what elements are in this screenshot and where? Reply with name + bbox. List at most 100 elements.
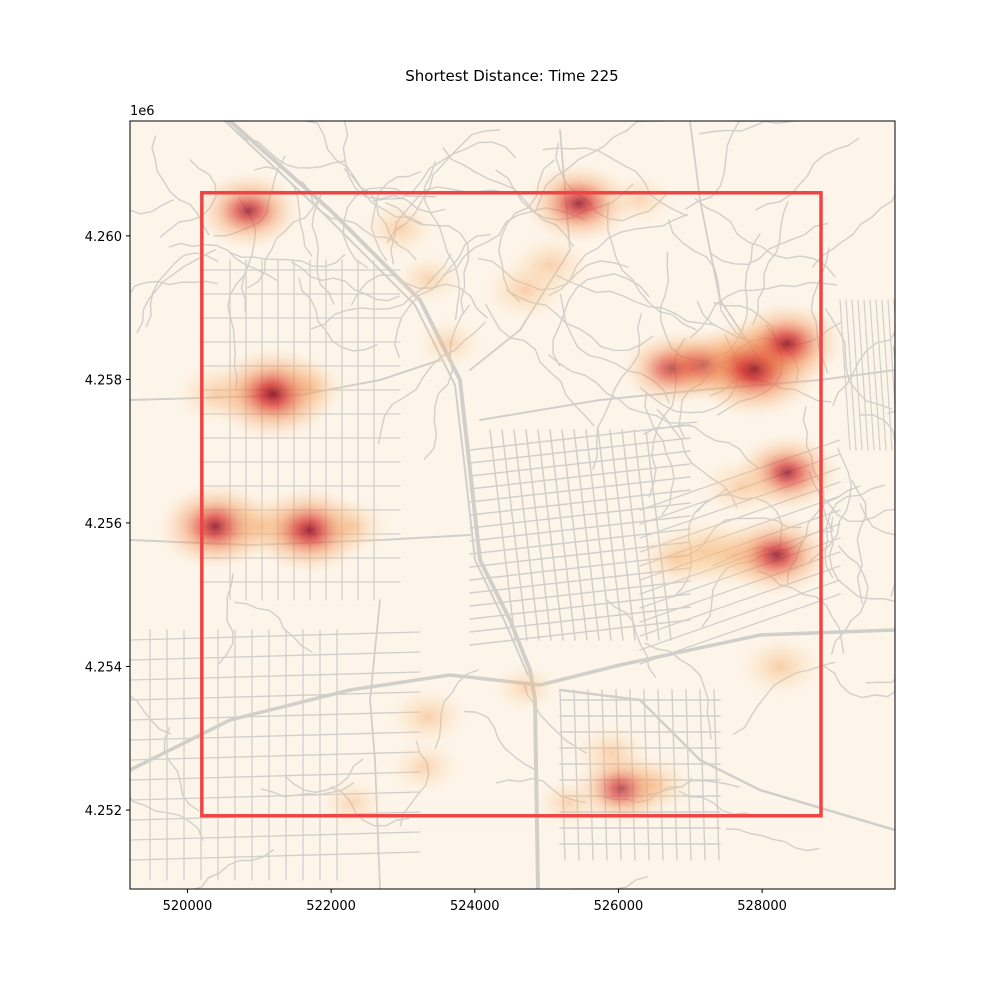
street: [469, 580, 691, 607]
heat-spot: [318, 777, 388, 829]
heat-spot: [634, 527, 718, 590]
axes-frame: [129, 120, 896, 890]
x-tick-label: 528000: [737, 899, 787, 914]
y-tick-label: 4.254: [85, 660, 122, 675]
street: [869, 299, 881, 451]
street: [130, 671, 421, 681]
local-road: [218, 573, 234, 665]
heat-spot: [729, 300, 846, 387]
street: [633, 429, 660, 641]
street: [585, 429, 612, 641]
hillside-road: [694, 198, 836, 278]
street: [130, 831, 421, 841]
analysis-boundary: [200, 191, 823, 818]
hillside-road: [644, 642, 712, 740]
street: [469, 515, 691, 542]
street: [130, 631, 421, 641]
heat-spot: [532, 776, 604, 830]
street: [489, 429, 516, 641]
hillside-road: [754, 137, 860, 211]
street: [839, 299, 851, 451]
hillside-road: [168, 242, 279, 282]
hillside-road: [851, 479, 867, 605]
heat-spot: [736, 633, 824, 699]
local-road: [234, 601, 313, 653]
heat-spot: [359, 199, 440, 259]
hillside-road: [423, 160, 461, 321]
y-offset-label: 1e6: [130, 104, 155, 119]
street: [469, 606, 691, 633]
heat-spot: [604, 173, 676, 227]
y-tick-label: 4.252: [85, 804, 122, 819]
street: [130, 751, 421, 761]
street: [525, 429, 552, 641]
hillside-road: [311, 190, 335, 305]
arterial-road: [369, 599, 381, 889]
heat-spot: [698, 456, 783, 519]
hillside-road: [689, 281, 838, 339]
street: [469, 619, 691, 646]
street: [469, 502, 691, 529]
street: [469, 463, 691, 490]
hillside-road: [372, 141, 516, 202]
street: [881, 299, 893, 451]
hillside-road: [290, 261, 400, 302]
hillside-road: [822, 665, 895, 699]
local-road: [193, 849, 274, 889]
local-road: [130, 675, 172, 735]
local-road: [163, 726, 200, 812]
x-tick-label: 522000: [306, 899, 356, 914]
hillside-road: [485, 304, 595, 427]
highway-road: [224, 121, 529, 676]
heat-layer: [156, 162, 846, 830]
hillside-road: [230, 252, 346, 268]
hillside-road: [145, 252, 219, 328]
x-tick-label: 520000: [163, 899, 213, 914]
y-axis: 4.252 4.254 4.256 4.258 4.260: [85, 230, 130, 819]
heat-spot: [386, 738, 463, 795]
street: [699, 689, 706, 861]
hillside-road: [685, 121, 792, 210]
hillside-road: [859, 414, 895, 509]
hillside-road: [136, 249, 216, 334]
street: [549, 429, 576, 641]
heat-spot: [612, 753, 697, 816]
street: [639, 593, 841, 665]
heat-spot: [194, 170, 303, 251]
heat-spot: [522, 162, 635, 246]
street: [130, 851, 421, 861]
y-tick-label: 4.256: [85, 517, 122, 532]
hillside-road: [236, 130, 346, 169]
hillside-road: [831, 545, 869, 655]
hillside-road: [865, 629, 895, 684]
heat-spot: [720, 513, 833, 597]
street: [609, 429, 636, 641]
x-tick-label: 524000: [450, 899, 500, 914]
street: [713, 689, 720, 861]
street: [875, 299, 887, 451]
highway-road: [558, 688, 895, 832]
y-tick-label: 4.258: [85, 373, 122, 388]
hillside-road: [859, 503, 895, 597]
hillside-road: [828, 516, 895, 602]
hillside-road: [130, 172, 174, 215]
heat-spot: [392, 252, 464, 306]
heat-spot: [508, 233, 593, 296]
local-road: [463, 710, 535, 770]
street: [887, 299, 895, 415]
street: [469, 593, 691, 620]
hillside-road: [644, 393, 675, 515]
hillside-road: [556, 275, 716, 326]
heat-spot: [413, 317, 486, 371]
heat-spot: [386, 685, 470, 748]
street: [130, 651, 421, 661]
street: [559, 689, 566, 861]
y-tick-label: 4.260: [85, 230, 122, 245]
street: [130, 771, 421, 781]
x-tick-label: 526000: [594, 899, 644, 914]
street: [130, 731, 421, 741]
local-road: [573, 876, 649, 889]
hillside-road: [698, 121, 797, 135]
street: [597, 429, 624, 641]
heat-spot: [269, 357, 350, 417]
